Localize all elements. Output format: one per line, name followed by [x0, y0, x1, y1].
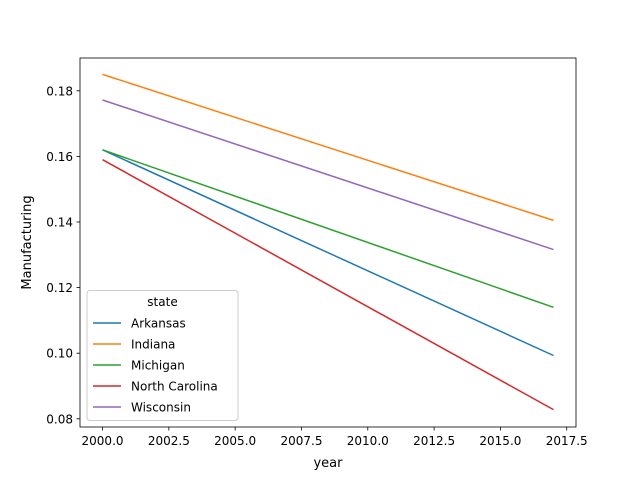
legend-entries: Arkansas Indiana Michigan North Carolina Wis…	[93, 317, 218, 415]
x-tick-label: 2000.0	[82, 434, 124, 448]
legend-box	[86, 290, 239, 421]
series-line-arkansas	[102, 149, 554, 357]
series-line-michigan	[102, 149, 554, 308]
y-tick-label: 0.08	[46, 412, 73, 426]
legend-entry-indiana: Indiana	[93, 338, 175, 352]
y-axis-label: Manufacturing	[20, 195, 35, 289]
legend-entry-north-carolina: North Carolina	[93, 380, 218, 394]
y-tick-label: 0.14	[46, 216, 73, 230]
x-axis-ticks: 2000.0 2002.5 2005.0 2007.5 2010.0 2012.5 2015…	[82, 427, 588, 448]
y-tick-label: 0.12	[46, 281, 73, 295]
y-tick-label: 0.16	[46, 150, 73, 164]
legend-label: Wisconsin	[131, 401, 191, 415]
y-axis-ticks: 0.08 0.10 0.12 0.14 0.16 0.18	[46, 84, 80, 426]
legend-label: Michigan	[131, 359, 185, 373]
x-tick-label: 2012.5	[413, 434, 455, 448]
legend-entry-wisconsin: Wisconsin	[93, 401, 191, 415]
x-tick-label: 2007.5	[280, 434, 322, 448]
plot-frame	[79, 57, 577, 428]
legend: state Arkansas Indiana Michigan North Carol…	[86, 290, 239, 421]
series-layer	[102, 73, 554, 411]
series-line-wisconsin	[102, 99, 554, 251]
legend-entry-michigan: Michigan	[93, 359, 185, 373]
y-tick-label: 0.10	[46, 347, 73, 361]
legend-label: Arkansas	[131, 317, 186, 331]
x-tick-label: 2010.0	[347, 434, 389, 448]
x-tick-label: 2017.5	[546, 434, 588, 448]
x-axis-label: year	[313, 456, 343, 471]
series-line-north-carolina	[102, 159, 554, 411]
series-line-indiana	[102, 73, 554, 222]
legend-title: state	[147, 295, 177, 309]
x-tick-label: 2002.5	[148, 434, 190, 448]
x-tick-label: 2005.0	[214, 434, 256, 448]
legend-label: Indiana	[131, 338, 175, 352]
y-tick-label: 0.18	[46, 84, 73, 98]
x-tick-label: 2015.0	[479, 434, 521, 448]
legend-label: North Carolina	[131, 380, 218, 394]
legend-entry-arkansas: Arkansas	[93, 317, 186, 331]
